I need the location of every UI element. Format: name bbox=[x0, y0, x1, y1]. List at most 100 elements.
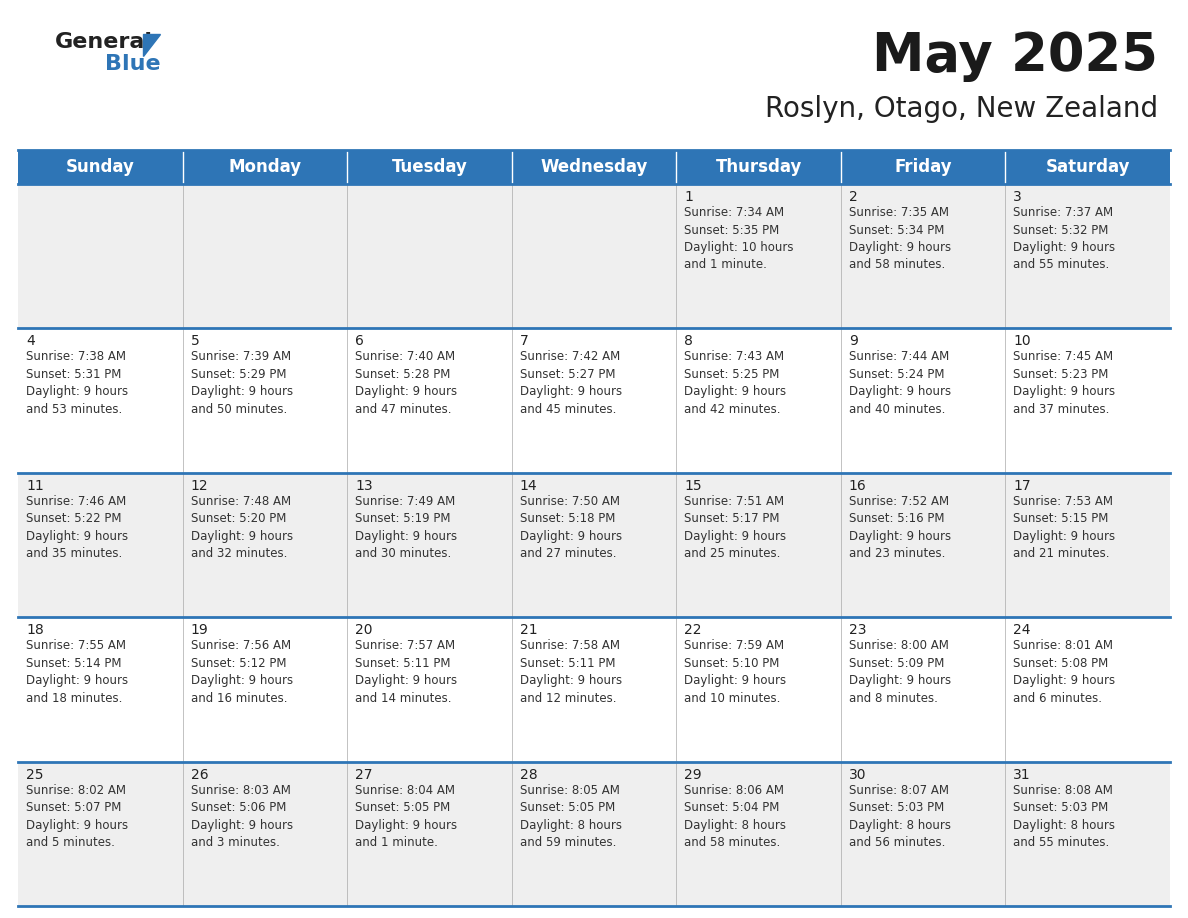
Bar bbox=[18, 150, 183, 184]
Text: Saturday: Saturday bbox=[1045, 158, 1130, 176]
Text: 18: 18 bbox=[26, 623, 44, 637]
Bar bbox=[183, 473, 347, 617]
Text: 9: 9 bbox=[849, 334, 858, 349]
Bar bbox=[1005, 184, 1170, 329]
Text: 25: 25 bbox=[26, 767, 44, 781]
Text: 4: 4 bbox=[26, 334, 34, 349]
Bar bbox=[347, 617, 512, 762]
Text: Sunrise: 7:53 AM
Sunset: 5:15 PM
Daylight: 9 hours
and 21 minutes.: Sunrise: 7:53 AM Sunset: 5:15 PM Dayligh… bbox=[1013, 495, 1116, 560]
Text: Sunrise: 7:37 AM
Sunset: 5:32 PM
Daylight: 9 hours
and 55 minutes.: Sunrise: 7:37 AM Sunset: 5:32 PM Dayligh… bbox=[1013, 206, 1116, 272]
Text: Sunday: Sunday bbox=[65, 158, 134, 176]
Text: Sunrise: 7:58 AM
Sunset: 5:11 PM
Daylight: 9 hours
and 12 minutes.: Sunrise: 7:58 AM Sunset: 5:11 PM Dayligh… bbox=[519, 639, 621, 705]
Text: Sunrise: 7:48 AM
Sunset: 5:20 PM
Daylight: 9 hours
and 32 minutes.: Sunrise: 7:48 AM Sunset: 5:20 PM Dayligh… bbox=[190, 495, 292, 560]
Text: Sunrise: 7:59 AM
Sunset: 5:10 PM
Daylight: 9 hours
and 10 minutes.: Sunrise: 7:59 AM Sunset: 5:10 PM Dayligh… bbox=[684, 639, 786, 705]
Bar bbox=[18, 184, 183, 329]
Text: 8: 8 bbox=[684, 334, 693, 349]
Bar bbox=[676, 617, 841, 762]
Text: Sunrise: 8:00 AM
Sunset: 5:09 PM
Daylight: 9 hours
and 8 minutes.: Sunrise: 8:00 AM Sunset: 5:09 PM Dayligh… bbox=[849, 639, 950, 705]
Text: Blue: Blue bbox=[105, 54, 160, 74]
Text: Sunrise: 7:42 AM
Sunset: 5:27 PM
Daylight: 9 hours
and 45 minutes.: Sunrise: 7:42 AM Sunset: 5:27 PM Dayligh… bbox=[519, 351, 621, 416]
Bar bbox=[347, 150, 512, 184]
Text: Sunrise: 7:43 AM
Sunset: 5:25 PM
Daylight: 9 hours
and 42 minutes.: Sunrise: 7:43 AM Sunset: 5:25 PM Dayligh… bbox=[684, 351, 786, 416]
Bar bbox=[347, 329, 512, 473]
Bar bbox=[512, 762, 676, 906]
Text: Sunrise: 7:56 AM
Sunset: 5:12 PM
Daylight: 9 hours
and 16 minutes.: Sunrise: 7:56 AM Sunset: 5:12 PM Dayligh… bbox=[190, 639, 292, 705]
Bar bbox=[183, 617, 347, 762]
Bar bbox=[841, 617, 1005, 762]
Bar bbox=[841, 184, 1005, 329]
Text: Sunrise: 8:04 AM
Sunset: 5:05 PM
Daylight: 9 hours
and 1 minute.: Sunrise: 8:04 AM Sunset: 5:05 PM Dayligh… bbox=[355, 784, 457, 849]
Text: Sunrise: 8:05 AM
Sunset: 5:05 PM
Daylight: 8 hours
and 59 minutes.: Sunrise: 8:05 AM Sunset: 5:05 PM Dayligh… bbox=[519, 784, 621, 849]
Bar bbox=[512, 150, 676, 184]
Text: 3: 3 bbox=[1013, 190, 1022, 204]
Bar bbox=[1005, 473, 1170, 617]
Bar bbox=[18, 762, 183, 906]
Text: Sunrise: 7:35 AM
Sunset: 5:34 PM
Daylight: 9 hours
and 58 minutes.: Sunrise: 7:35 AM Sunset: 5:34 PM Dayligh… bbox=[849, 206, 950, 272]
Text: Sunrise: 7:51 AM
Sunset: 5:17 PM
Daylight: 9 hours
and 25 minutes.: Sunrise: 7:51 AM Sunset: 5:17 PM Dayligh… bbox=[684, 495, 786, 560]
Bar bbox=[512, 184, 676, 329]
Text: 22: 22 bbox=[684, 623, 702, 637]
Text: 28: 28 bbox=[519, 767, 537, 781]
Text: 19: 19 bbox=[190, 623, 208, 637]
Bar bbox=[183, 184, 347, 329]
Text: 20: 20 bbox=[355, 623, 373, 637]
Text: General: General bbox=[55, 32, 153, 52]
Bar bbox=[18, 473, 183, 617]
Text: 16: 16 bbox=[849, 479, 866, 493]
Bar bbox=[18, 329, 183, 473]
Bar bbox=[18, 617, 183, 762]
Bar bbox=[676, 473, 841, 617]
Text: 7: 7 bbox=[519, 334, 529, 349]
Text: 26: 26 bbox=[190, 767, 208, 781]
Text: Sunrise: 8:02 AM
Sunset: 5:07 PM
Daylight: 9 hours
and 5 minutes.: Sunrise: 8:02 AM Sunset: 5:07 PM Dayligh… bbox=[26, 784, 128, 849]
Bar bbox=[347, 184, 512, 329]
Text: 24: 24 bbox=[1013, 623, 1031, 637]
Text: Roslyn, Otago, New Zealand: Roslyn, Otago, New Zealand bbox=[765, 95, 1158, 123]
Text: 21: 21 bbox=[519, 623, 537, 637]
Bar bbox=[347, 762, 512, 906]
Text: Sunrise: 7:34 AM
Sunset: 5:35 PM
Daylight: 10 hours
and 1 minute.: Sunrise: 7:34 AM Sunset: 5:35 PM Dayligh… bbox=[684, 206, 794, 272]
Text: 17: 17 bbox=[1013, 479, 1031, 493]
Text: 13: 13 bbox=[355, 479, 373, 493]
Text: 31: 31 bbox=[1013, 767, 1031, 781]
Text: Wednesday: Wednesday bbox=[541, 158, 647, 176]
Text: 27: 27 bbox=[355, 767, 373, 781]
Text: Sunrise: 8:07 AM
Sunset: 5:03 PM
Daylight: 8 hours
and 56 minutes.: Sunrise: 8:07 AM Sunset: 5:03 PM Dayligh… bbox=[849, 784, 950, 849]
Text: 30: 30 bbox=[849, 767, 866, 781]
Text: 12: 12 bbox=[190, 479, 208, 493]
Text: 15: 15 bbox=[684, 479, 702, 493]
Text: Tuesday: Tuesday bbox=[392, 158, 467, 176]
Text: Monday: Monday bbox=[228, 158, 302, 176]
Bar bbox=[347, 473, 512, 617]
Text: Sunrise: 8:08 AM
Sunset: 5:03 PM
Daylight: 8 hours
and 55 minutes.: Sunrise: 8:08 AM Sunset: 5:03 PM Dayligh… bbox=[1013, 784, 1116, 849]
Text: 14: 14 bbox=[519, 479, 537, 493]
Bar bbox=[1005, 617, 1170, 762]
Bar bbox=[841, 473, 1005, 617]
Text: Friday: Friday bbox=[895, 158, 952, 176]
Text: 10: 10 bbox=[1013, 334, 1031, 349]
Text: May 2025: May 2025 bbox=[872, 30, 1158, 82]
Text: Sunrise: 7:45 AM
Sunset: 5:23 PM
Daylight: 9 hours
and 37 minutes.: Sunrise: 7:45 AM Sunset: 5:23 PM Dayligh… bbox=[1013, 351, 1116, 416]
Bar bbox=[1005, 150, 1170, 184]
Text: 5: 5 bbox=[190, 334, 200, 349]
Bar bbox=[512, 329, 676, 473]
Bar bbox=[512, 617, 676, 762]
Text: Sunrise: 7:50 AM
Sunset: 5:18 PM
Daylight: 9 hours
and 27 minutes.: Sunrise: 7:50 AM Sunset: 5:18 PM Dayligh… bbox=[519, 495, 621, 560]
Text: Sunrise: 7:46 AM
Sunset: 5:22 PM
Daylight: 9 hours
and 35 minutes.: Sunrise: 7:46 AM Sunset: 5:22 PM Dayligh… bbox=[26, 495, 128, 560]
Text: Sunrise: 7:44 AM
Sunset: 5:24 PM
Daylight: 9 hours
and 40 minutes.: Sunrise: 7:44 AM Sunset: 5:24 PM Dayligh… bbox=[849, 351, 950, 416]
Bar bbox=[1005, 762, 1170, 906]
Text: 23: 23 bbox=[849, 623, 866, 637]
Bar bbox=[676, 762, 841, 906]
Bar bbox=[841, 762, 1005, 906]
Text: 2: 2 bbox=[849, 190, 858, 204]
Text: Thursday: Thursday bbox=[715, 158, 802, 176]
Bar bbox=[676, 150, 841, 184]
Text: Sunrise: 7:57 AM
Sunset: 5:11 PM
Daylight: 9 hours
and 14 minutes.: Sunrise: 7:57 AM Sunset: 5:11 PM Dayligh… bbox=[355, 639, 457, 705]
Bar bbox=[676, 329, 841, 473]
Bar bbox=[183, 762, 347, 906]
Bar bbox=[841, 329, 1005, 473]
Text: Sunrise: 7:39 AM
Sunset: 5:29 PM
Daylight: 9 hours
and 50 minutes.: Sunrise: 7:39 AM Sunset: 5:29 PM Dayligh… bbox=[190, 351, 292, 416]
Bar bbox=[676, 184, 841, 329]
Bar bbox=[183, 329, 347, 473]
Bar bbox=[512, 473, 676, 617]
